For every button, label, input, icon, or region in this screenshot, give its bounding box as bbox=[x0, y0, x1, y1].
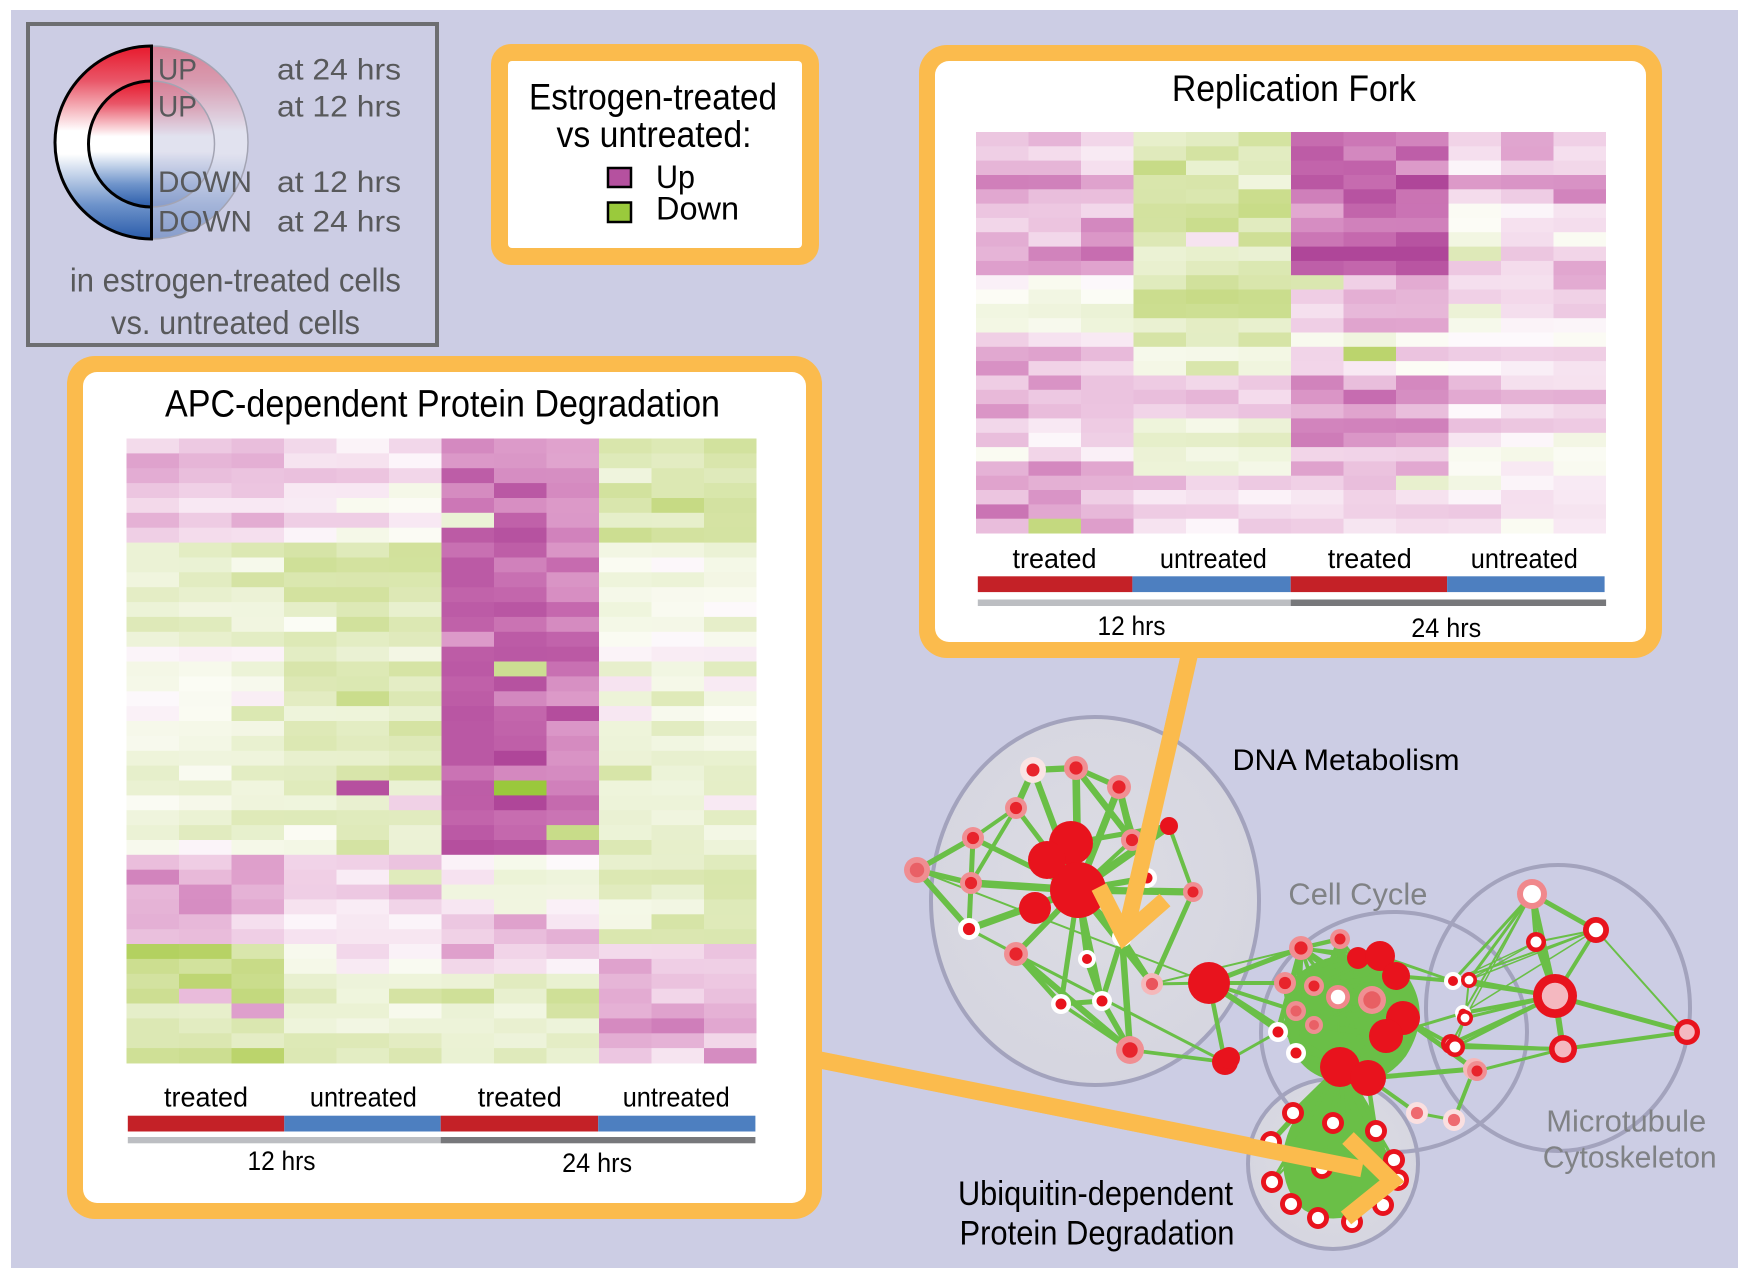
svg-text:at 24 hrs: at 24 hrs bbox=[277, 54, 401, 87]
svg-text:24 hrs: 24 hrs bbox=[1411, 613, 1481, 643]
svg-text:untreated: untreated bbox=[623, 1082, 730, 1113]
svg-text:Ubiquitin-dependent: Ubiquitin-dependent bbox=[958, 1175, 1233, 1213]
svg-text:UP: UP bbox=[158, 91, 197, 124]
svg-text:DNA Metabolism: DNA Metabolism bbox=[1233, 744, 1460, 777]
svg-text:Estrogen-treated: Estrogen-treated bbox=[529, 76, 777, 117]
svg-text:treated: treated bbox=[164, 1082, 248, 1113]
svg-text:12 hrs: 12 hrs bbox=[1098, 611, 1166, 641]
svg-text:DOWN: DOWN bbox=[158, 206, 252, 239]
svg-text:Cytoskeleton: Cytoskeleton bbox=[1543, 1140, 1717, 1175]
svg-text:Replication Fork: Replication Fork bbox=[1172, 68, 1416, 109]
svg-text:24 hrs: 24 hrs bbox=[562, 1148, 632, 1178]
svg-text:APC-dependent Protein Degradat: APC-dependent Protein Degradation bbox=[165, 384, 720, 426]
svg-text:UP: UP bbox=[158, 54, 197, 87]
svg-text:untreated: untreated bbox=[310, 1082, 417, 1113]
svg-text:at 24 hrs: at 24 hrs bbox=[277, 206, 401, 239]
svg-text:vs. untreated cells: vs. untreated cells bbox=[111, 304, 360, 341]
svg-text:treated: treated bbox=[1013, 543, 1097, 574]
svg-text:Protein Degradation: Protein Degradation bbox=[960, 1214, 1235, 1252]
svg-text:in estrogen-treated cells: in estrogen-treated cells bbox=[70, 262, 401, 299]
svg-text:untreated: untreated bbox=[1160, 543, 1267, 574]
svg-text:Microtubule: Microtubule bbox=[1546, 1103, 1706, 1138]
svg-text:treated: treated bbox=[478, 1082, 562, 1113]
svg-text:vs untreated:: vs untreated: bbox=[557, 114, 752, 155]
svg-text:Up: Up bbox=[656, 159, 695, 195]
svg-text:at 12 hrs: at 12 hrs bbox=[277, 166, 401, 199]
svg-text:at 12 hrs: at 12 hrs bbox=[277, 91, 401, 124]
svg-text:DOWN: DOWN bbox=[158, 166, 252, 199]
svg-text:Cell Cycle: Cell Cycle bbox=[1288, 876, 1427, 911]
svg-text:12 hrs: 12 hrs bbox=[248, 1146, 316, 1176]
svg-text:untreated: untreated bbox=[1471, 543, 1578, 574]
svg-text:Down: Down bbox=[656, 191, 739, 227]
svg-text:treated: treated bbox=[1328, 543, 1412, 574]
